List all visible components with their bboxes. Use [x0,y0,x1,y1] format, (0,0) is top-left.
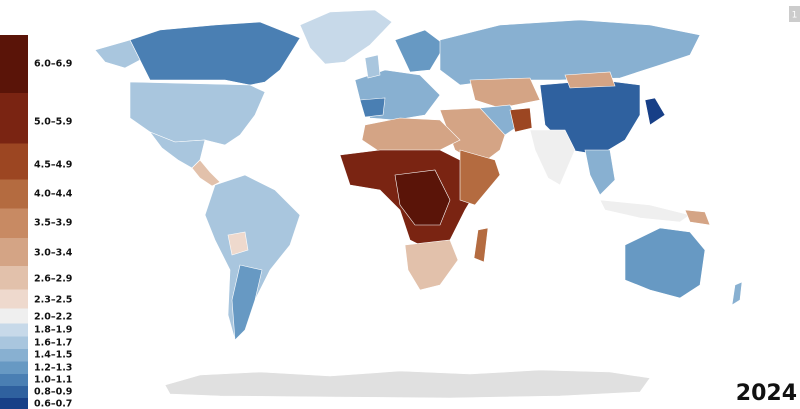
east-africa [459,149,501,206]
scandinavia [394,29,446,73]
legend-label: 0.8–0.9 [34,387,72,398]
legend-label: 4.5–4.9 [34,160,72,171]
north-africa [361,117,461,153]
afghanistan [509,107,533,133]
legend-swatch [0,349,28,362]
legend-swatch [0,308,28,324]
legend-label: 3.5–3.9 [34,218,72,229]
congo [394,169,451,226]
central-america [191,159,221,187]
legend-swatch [0,289,28,309]
legend-label: 6.0–6.9 [34,59,72,70]
usa [129,81,266,146]
antarctica [164,369,651,399]
legend-label: 0.6–0.7 [34,399,72,409]
australia [624,227,706,299]
legend-label: 2.6–2.9 [34,274,72,285]
korea-japan [644,97,666,126]
southeast-asia [584,149,616,196]
world-map [94,9,743,399]
russia [439,19,701,86]
png [684,209,711,226]
new-zealand [731,281,743,306]
south-america [204,174,301,341]
central-asia [469,77,541,109]
legend-swatch [0,93,28,144]
legend-swatch [0,336,28,349]
legend-swatch [0,386,28,398]
badge-bg [789,6,800,22]
india [529,129,576,186]
legend-swatch [0,398,28,409]
legend-label: 1.6–1.7 [34,338,72,349]
southern-africa [404,239,459,291]
canada [129,21,301,86]
iberia [359,97,386,118]
legend-swatch [0,374,28,386]
mongolia [564,71,616,89]
legend-swatch [0,361,28,374]
bolivia-region [227,231,249,256]
legend-label: 2.0–2.2 [34,312,72,323]
legend-swatch [0,208,28,238]
legend-label: 2.3–2.5 [34,295,72,306]
uk [364,54,381,79]
legend-label: 1.0–1.1 [34,375,72,386]
legend-swatch [0,238,28,266]
legend-label: 1.2–1.3 [34,363,72,374]
legend-label: 1.4–1.5 [34,350,72,361]
badge: 1 [792,11,798,21]
legend-swatch [0,179,28,209]
legend-swatch [0,266,28,290]
legend-label: 4.0–4.4 [34,189,73,200]
legend-label: 5.0–5.9 [34,117,72,128]
madagascar [473,227,489,263]
legend-swatch [0,35,28,93]
year-label: 2024 [736,381,797,406]
indonesia [599,199,691,223]
legend: 6.0–6.9 5.0–5.9 4.5–4.9 4.0–4.4 3.5–3.9 3.0–3… [0,35,73,409]
argentina [231,264,263,341]
legend-label: 1.8–1.9 [34,325,72,336]
alaska [94,39,141,69]
legend-swatch [0,143,28,180]
legend-label: 3.0–3.4 [34,248,73,259]
legend-swatch [0,323,28,337]
greenland [299,9,393,65]
